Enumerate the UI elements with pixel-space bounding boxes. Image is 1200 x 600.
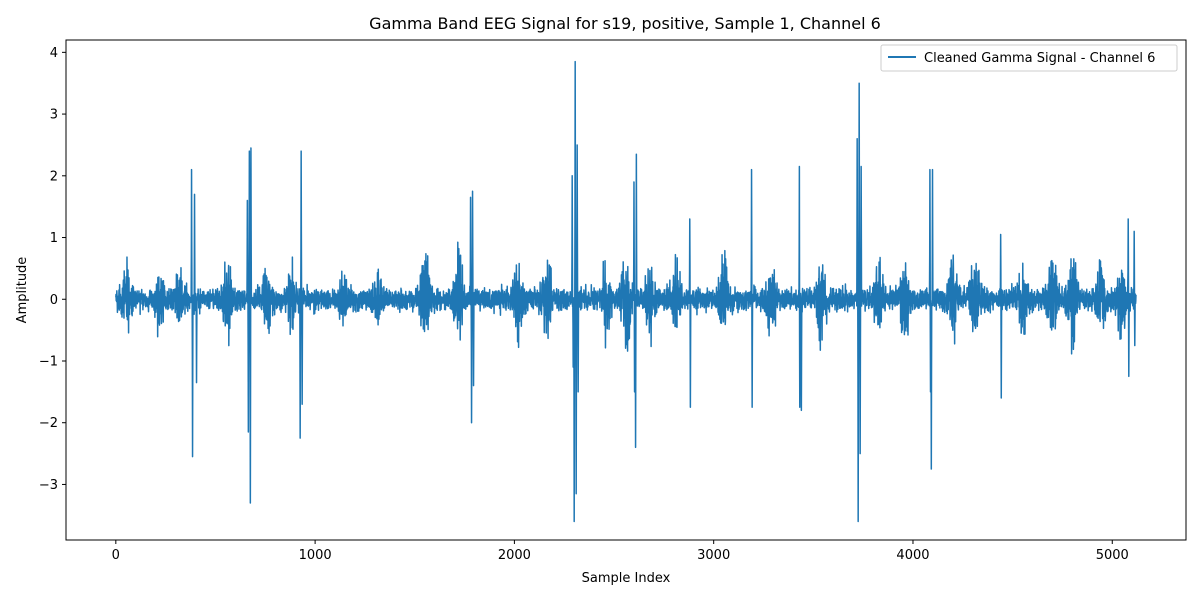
y-tick-label: −3	[39, 478, 58, 493]
y-axis-ticks: −3 −2 −1 0 1 2 3 4	[39, 46, 66, 493]
legend-box	[880, 44, 1178, 72]
y-tick-label: 4	[50, 46, 58, 61]
y-tick-label: 3	[50, 108, 58, 123]
series-layer	[115, 60, 1137, 523]
x-axis-label: Sample Index	[582, 571, 671, 586]
chart-title: Gamma Band EEG Signal for s19, positive,…	[369, 14, 881, 33]
y-tick-label: −1	[39, 354, 58, 369]
x-tick-label: 0	[112, 548, 120, 563]
x-tick-label: 4000	[896, 548, 929, 563]
y-axis-label: Amplitude	[15, 257, 30, 324]
x-tick-label: 2000	[498, 548, 531, 563]
legend-label: Cleaned Gamma Signal - Channel 6	[924, 51, 1155, 66]
series-line-channel-6	[115, 60, 1137, 523]
plot-area	[65, 39, 1187, 541]
legend: Cleaned Gamma Signal - Channel 6	[880, 44, 1178, 72]
y-tick-label: −2	[39, 416, 58, 431]
y-tick-label: 1	[50, 231, 58, 246]
x-tick-label: 1000	[299, 548, 332, 563]
y-tick-label: 2	[50, 169, 58, 184]
plot-frame	[65, 39, 1187, 541]
x-axis-ticks: 0 1000 2000 3000 4000 5000	[112, 540, 1129, 563]
x-tick-label: 5000	[1096, 548, 1129, 563]
x-tick-label: 3000	[697, 548, 730, 563]
y-tick-label: 0	[50, 293, 58, 308]
